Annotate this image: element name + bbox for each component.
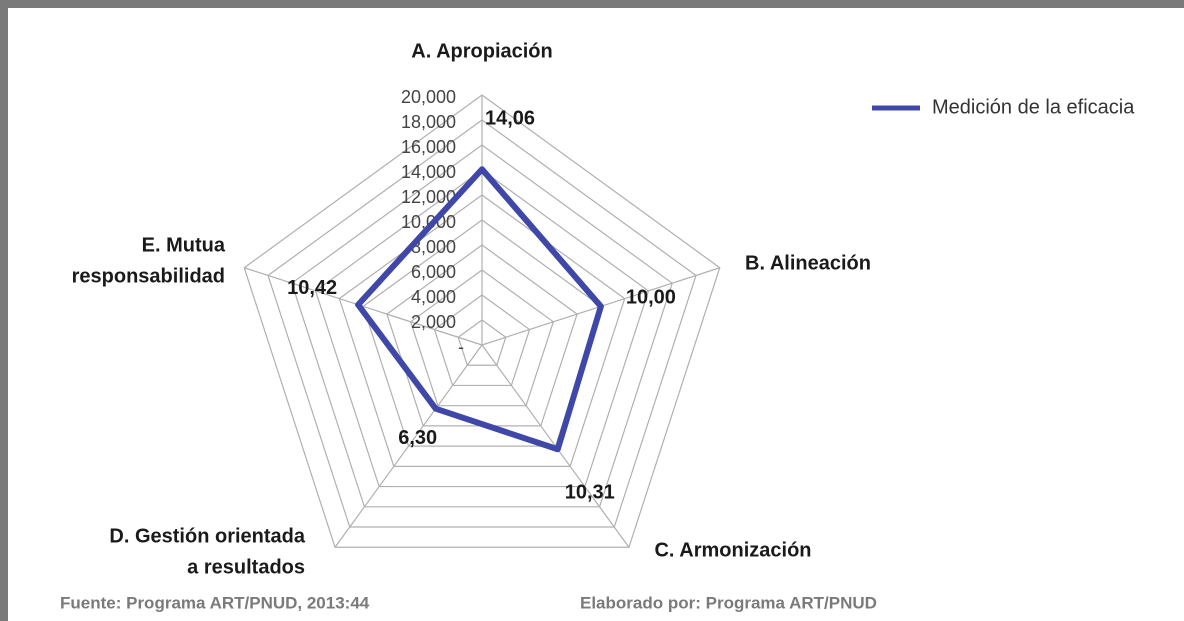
- grid-ring: [457, 319, 507, 366]
- data-label: 10,42: [287, 277, 337, 299]
- grid-ring: [362, 219, 602, 447]
- grid-ring: [314, 169, 650, 488]
- category-label: responsabilidad: [72, 265, 225, 287]
- y-tick-label: 8,000: [411, 237, 456, 257]
- y-tick-label: 4,000: [411, 287, 456, 307]
- category-label: E. Mutua: [142, 234, 226, 256]
- y-tick-label: 12,000: [401, 187, 456, 207]
- y-tick-label: 6,000: [411, 262, 456, 282]
- category-label: A. Apropiación: [411, 40, 552, 62]
- y-tick-label: -: [458, 337, 464, 357]
- legend-label: Medición de la eficacia: [932, 96, 1135, 118]
- y-tick-label: 2,000: [411, 312, 456, 332]
- y-tick-label: 18,000: [401, 112, 456, 132]
- grid-ring: [291, 144, 673, 508]
- series-line: [355, 166, 604, 453]
- category-label: D. Gestión orientada: [109, 525, 305, 547]
- data-label: 14,06: [485, 108, 535, 130]
- grid-ring: [433, 294, 531, 387]
- y-tick-label: 20,000: [401, 87, 456, 107]
- grid-ring: [338, 194, 626, 467]
- category-label: a resultados: [187, 556, 305, 578]
- grid-ring: [267, 119, 697, 528]
- y-tick-label: 16,000: [401, 137, 456, 157]
- source: Fuente: Programa ART/PNUD, 2013:44: [60, 593, 370, 612]
- data-label: 6,30: [398, 427, 437, 449]
- y-tick-label: 14,000: [401, 162, 456, 182]
- grid-ring: [243, 94, 721, 548]
- category-label: C. Armonización: [654, 539, 811, 561]
- credit: Elaborado por: Programa ART/PNUD: [580, 593, 877, 612]
- data-label: 10,00: [626, 287, 676, 309]
- data-label: 10,31: [565, 482, 615, 504]
- spoke: [334, 344, 483, 548]
- grid-ring: [409, 269, 555, 407]
- spoke: [244, 267, 483, 346]
- category-label: B. Alineación: [745, 252, 871, 274]
